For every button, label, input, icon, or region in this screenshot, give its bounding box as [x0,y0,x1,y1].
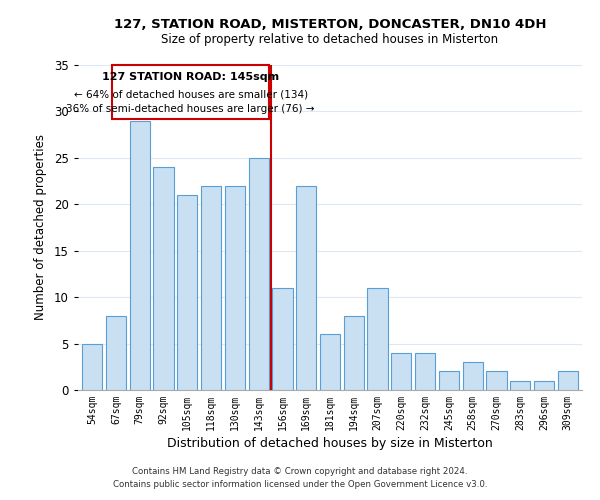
Bar [439,372,459,390]
Bar [391,353,412,390]
Text: Contains public sector information licensed under the Open Government Licence v3: Contains public sector information licen… [113,480,487,489]
Text: 36% of semi-detached houses are larger (76) →: 36% of semi-detached houses are larger (… [67,104,315,114]
Bar [154,167,173,390]
Bar [272,288,293,390]
Text: 127, STATION ROAD, MISTERTON, DONCASTER, DN10 4DH: 127, STATION ROAD, MISTERTON, DONCASTER,… [114,18,546,30]
Text: 127 STATION ROAD: 145sqm: 127 STATION ROAD: 145sqm [102,72,279,83]
Bar [510,380,530,390]
Bar [296,186,316,390]
Bar [82,344,103,390]
Text: ← 64% of detached houses are smaller (134): ← 64% of detached houses are smaller (13… [74,89,308,99]
Bar [557,372,578,390]
Bar [463,362,483,390]
Bar [320,334,340,390]
FancyBboxPatch shape [112,65,269,119]
Bar [487,372,506,390]
Text: Size of property relative to detached houses in Misterton: Size of property relative to detached ho… [161,32,499,46]
Bar [344,316,364,390]
Bar [248,158,269,390]
Bar [367,288,388,390]
Bar [106,316,126,390]
Bar [534,380,554,390]
Bar [201,186,221,390]
Bar [225,186,245,390]
X-axis label: Distribution of detached houses by size in Misterton: Distribution of detached houses by size … [167,437,493,450]
Bar [177,195,197,390]
Text: Contains HM Land Registry data © Crown copyright and database right 2024.: Contains HM Land Registry data © Crown c… [132,467,468,476]
Bar [415,353,435,390]
Y-axis label: Number of detached properties: Number of detached properties [34,134,47,320]
Bar [130,120,150,390]
